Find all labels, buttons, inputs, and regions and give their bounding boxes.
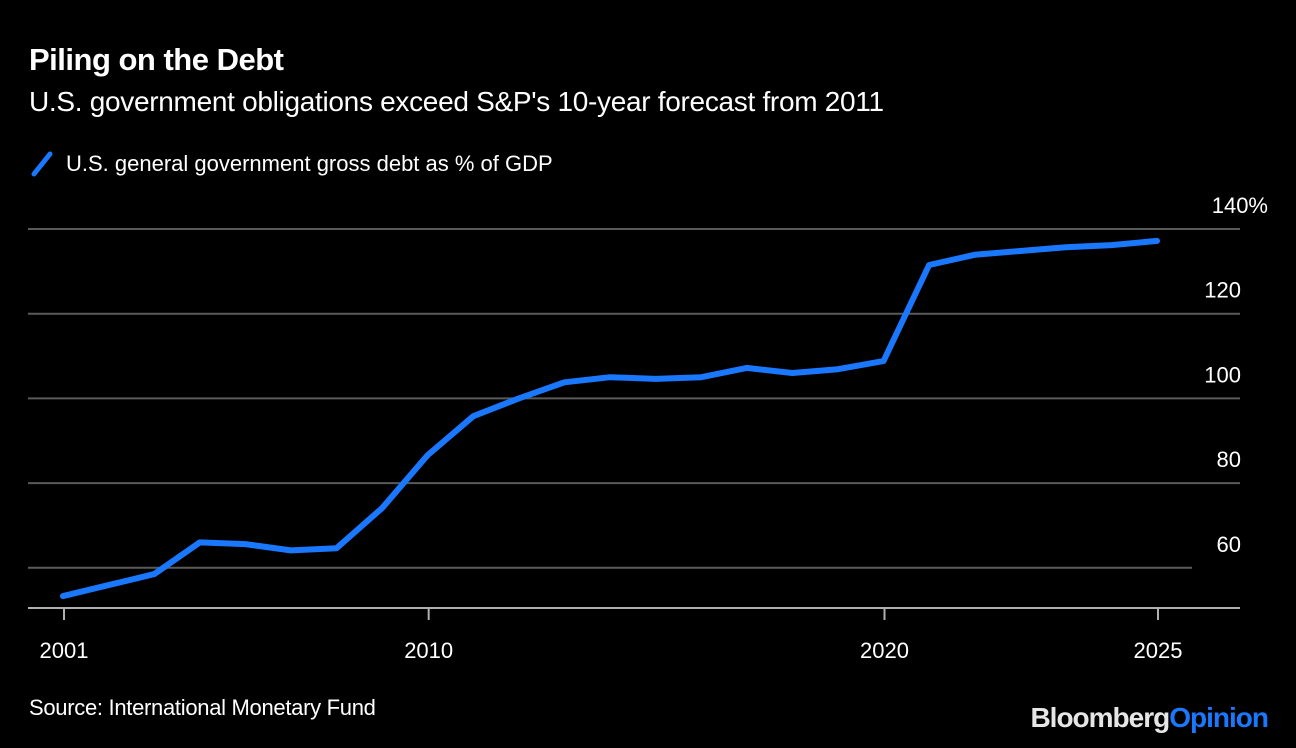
brand-logo: BloombergOpinion [1030, 702, 1269, 734]
gridlines [28, 228, 1240, 569]
x-tick-label: 2001 [40, 638, 89, 663]
y-tick-label: 100 [1204, 362, 1241, 387]
y-axis-labels: 60 80 100 120 140% [1204, 193, 1268, 557]
x-tick-label: 2010 [404, 638, 453, 663]
brand-opinion: Opinion [1169, 702, 1269, 733]
chart-title: Piling on the Debt [29, 42, 284, 77]
series-line [60, 237, 1160, 600]
x-axis: 2001 2010 2020 2025 [28, 607, 1240, 663]
source-note: Source: International Monetary Fund [29, 695, 376, 720]
y-tick-label: 140% [1212, 193, 1268, 218]
brand-bloomberg: Bloomberg [1030, 702, 1170, 733]
y-tick-label: 60 [1217, 532, 1241, 557]
legend-line-icon [31, 151, 53, 177]
x-tick-label: 2020 [860, 638, 909, 663]
y-tick-label: 80 [1217, 447, 1241, 472]
y-tick-label: 120 [1204, 278, 1241, 303]
chart-subtitle: U.S. government obligations exceed S&P's… [29, 86, 884, 117]
legend: U.S. general government gross debt as % … [30, 150, 553, 178]
legend-label: U.S. general government gross debt as % … [66, 151, 553, 176]
series-lines [60, 237, 1160, 600]
x-tick-label: 2025 [1134, 638, 1183, 663]
